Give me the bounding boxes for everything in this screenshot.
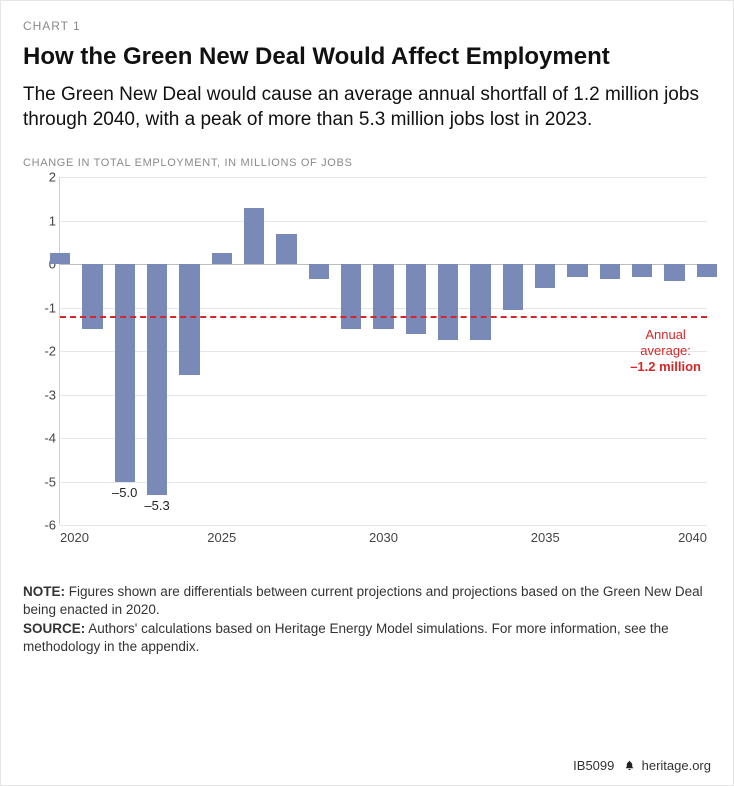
bar [697,264,717,277]
annual-average-line [60,316,707,318]
note-line: NOTE: Figures shown are differentials be… [23,583,711,619]
y-tick-label: -5 [40,474,56,489]
y-tick-label: 2 [40,170,56,185]
bar-value-label: –5.3 [144,498,169,513]
chart-title: How the Green New Deal Would Affect Empl… [23,43,711,72]
source-line: SOURCE: Authors' calculations based on H… [23,620,711,656]
x-tick-label: 2040 [678,530,707,545]
chart-number-label: CHART 1 [23,19,711,33]
y-tick-label: -3 [40,387,56,402]
footer: IB5099 heritage.org [573,758,711,773]
y-tick-label: -4 [40,431,56,446]
bar [567,264,587,277]
note-label: NOTE: [23,584,65,599]
x-tick-label: 2030 [369,530,398,545]
source-text: Authors' calculations based on Heritage … [23,621,669,654]
bar [244,208,264,265]
bar [632,264,652,277]
footer-id: IB5099 [573,758,614,773]
bar [115,264,135,482]
y-tick-label: -6 [40,518,56,533]
x-tick-label: 2035 [531,530,560,545]
bar [470,264,490,340]
notes-block: NOTE: Figures shown are differentials be… [23,583,711,656]
y-tick-label: -2 [40,344,56,359]
bar [503,264,523,310]
footer-site: heritage.org [642,758,711,773]
avg-label-line1: Annual [645,327,685,342]
bar [309,264,329,279]
annual-average-label: Annualaverage:–1.2 million [630,327,701,376]
source-label: SOURCE: [23,621,85,636]
x-tick-label: 2025 [207,530,236,545]
bell-icon [624,760,635,771]
bar [50,253,70,264]
bar [82,264,102,329]
bar [179,264,199,375]
bar-value-label: –5.0 [112,485,137,500]
bar [664,264,684,281]
avg-label-line3: –1.2 million [630,359,701,374]
bar [406,264,426,334]
note-text: Figures shown are differentials between … [23,584,703,617]
bar [373,264,393,329]
bar [341,264,361,329]
avg-label-line2: average: [640,343,691,358]
bar [276,234,296,264]
bar [212,253,232,264]
chart-area: 210-1-2-3-4-5-6–5.0–5.3Annualaverage:–1.… [41,177,707,547]
gridline [60,221,707,222]
y-axis-label: CHANGE IN TOTAL EMPLOYMENT, IN MILLIONS … [23,157,711,169]
bar [535,264,555,288]
x-tick-label: 2020 [60,530,89,545]
gridline [60,177,707,178]
bar [438,264,458,340]
plot-region: 210-1-2-3-4-5-6–5.0–5.3Annualaverage:–1.… [59,177,707,525]
y-tick-label: 1 [40,213,56,228]
y-tick-label: -1 [40,300,56,315]
gridline [60,525,707,526]
bar [600,264,620,279]
chart-subtitle: The Green New Deal would cause an averag… [23,82,711,133]
bar [147,264,167,495]
